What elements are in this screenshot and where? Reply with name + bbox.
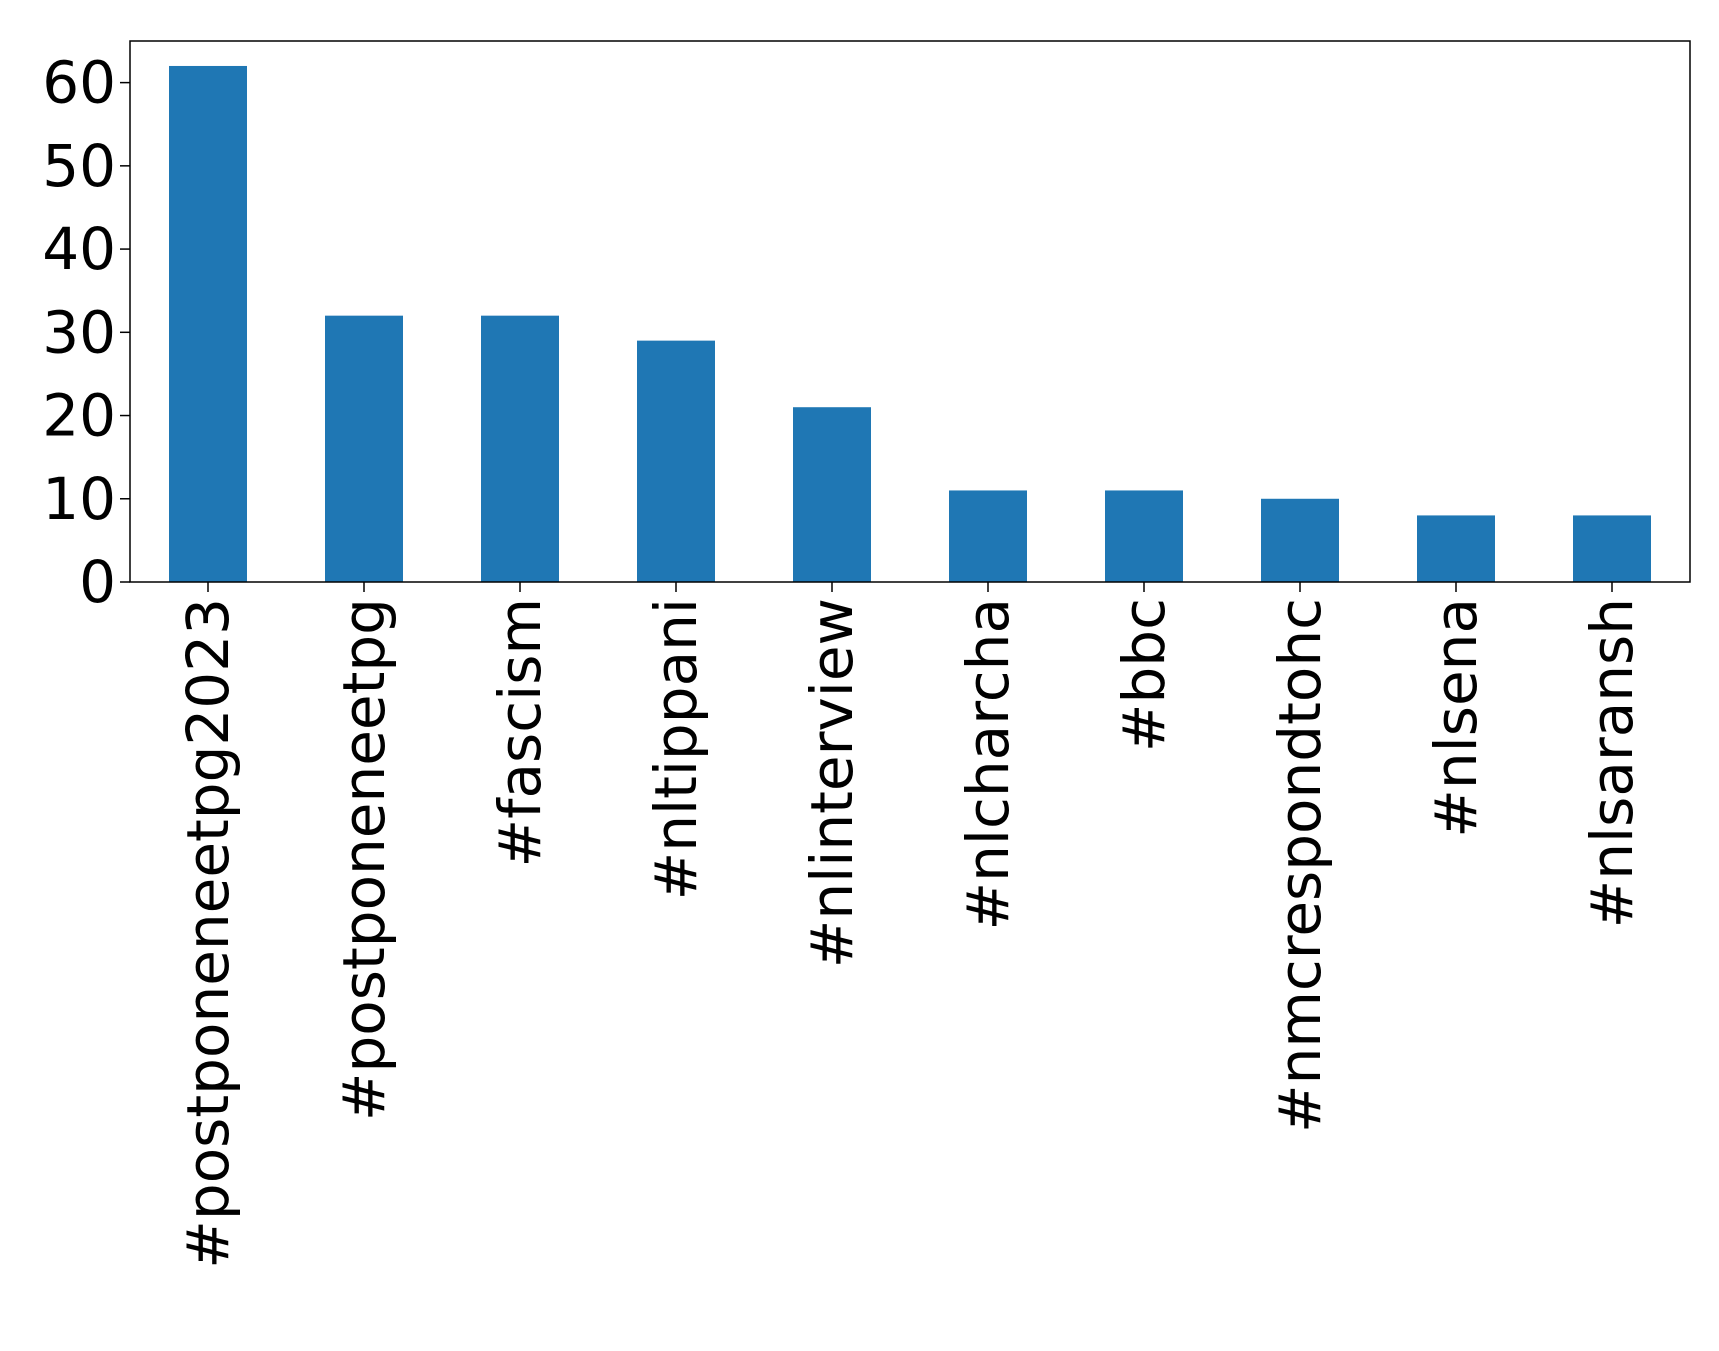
x-tick-label: #nlcharcha xyxy=(954,598,1022,930)
bar xyxy=(1417,515,1495,582)
bar xyxy=(481,315,559,582)
y-tick-label: 30 xyxy=(42,298,116,366)
plot-frame xyxy=(129,40,1691,583)
bar xyxy=(1105,490,1183,582)
bar xyxy=(637,340,715,582)
x-tick-label: #postponeneetpg xyxy=(330,598,398,1121)
x-tick-label: #nmcrespondtohc xyxy=(1266,598,1334,1133)
x-tick-label: #fascism xyxy=(486,598,554,868)
x-tick-label: #nltippani xyxy=(642,598,710,900)
x-tick-label: #nlsaransh xyxy=(1578,598,1646,928)
y-tick-label: 10 xyxy=(42,465,116,533)
y-tick-label: 20 xyxy=(42,382,116,450)
bars xyxy=(169,65,1651,582)
y-tick-label: 60 xyxy=(42,49,116,117)
y-tick-label: 40 xyxy=(42,215,116,283)
bar xyxy=(169,65,247,582)
x-axis-labels: #postponeneetpg2023 #postponeneetpg #fasci… xyxy=(174,582,1646,1269)
x-tick-label: #nlsena xyxy=(1422,598,1490,838)
y-tick-label: 0 xyxy=(79,548,116,616)
bar xyxy=(793,407,871,582)
x-tick-label: #nlinterview xyxy=(798,598,866,968)
y-tick-label: 50 xyxy=(42,132,116,200)
x-tick-label: #bbc xyxy=(1110,598,1178,752)
bar xyxy=(325,315,403,582)
bar xyxy=(1261,498,1339,582)
bar xyxy=(1573,515,1651,582)
y-axis-ticks: 0 10 20 30 40 50 60 xyxy=(42,49,130,616)
x-tick-label: #postponeneetpg2023 xyxy=(174,598,242,1269)
bar xyxy=(949,490,1027,582)
